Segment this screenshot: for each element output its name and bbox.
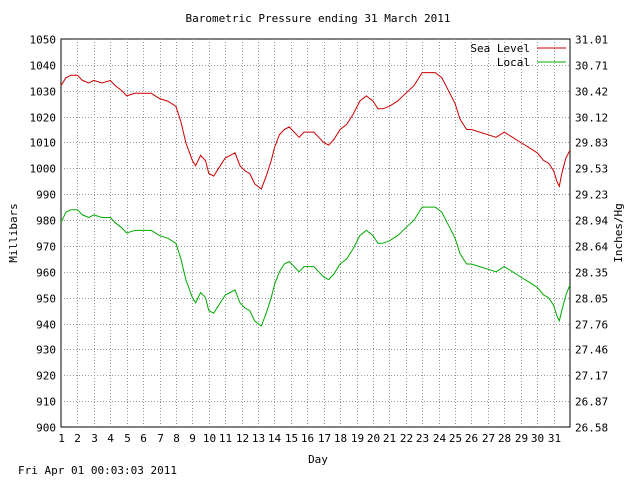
y-tick-label-left: 990 bbox=[36, 189, 56, 202]
y-tick-label-left: 900 bbox=[36, 422, 56, 435]
x-tick-label: 28 bbox=[498, 432, 511, 445]
y-tick-label-left: 930 bbox=[36, 344, 56, 357]
x-tick-label: 19 bbox=[351, 432, 364, 445]
grid bbox=[61, 39, 570, 427]
x-tick-label: 18 bbox=[334, 432, 347, 445]
x-tick-label: 9 bbox=[189, 432, 196, 445]
y-tick-label-right: 28.64 bbox=[575, 241, 608, 254]
x-tick-label: 22 bbox=[400, 432, 413, 445]
x-tick-label: 10 bbox=[203, 432, 216, 445]
x-tick-label: 24 bbox=[433, 432, 447, 445]
legend-label-sea-level: Sea Level bbox=[470, 42, 530, 55]
y-tick-label-right: 29.53 bbox=[575, 163, 608, 176]
series-line-local bbox=[60, 206, 571, 327]
x-tick-label: 20 bbox=[367, 432, 380, 445]
y-ticks-right: 31.01 30.71 30.42 30.12 29.83 29.53 29.23 28.94… bbox=[575, 34, 608, 435]
y-ticks-left: 1050 1040 1030 1020 1010 1000 990 980 970 960 950 9… bbox=[30, 34, 57, 435]
series-line-sea-level bbox=[60, 72, 571, 190]
x-tick-label: 26 bbox=[465, 432, 478, 445]
y-tick-label-left: 1030 bbox=[30, 86, 57, 99]
legend: Sea Level Local bbox=[470, 42, 566, 69]
y-tick-label-right: 29.23 bbox=[575, 189, 608, 202]
x-tick-label: 23 bbox=[416, 432, 429, 445]
y-tick-label-right: 30.12 bbox=[575, 112, 608, 125]
y-tick-label-right: 28.35 bbox=[575, 267, 608, 280]
y-tick-label-left: 980 bbox=[36, 215, 56, 228]
y-tick-label-right: 31.01 bbox=[575, 34, 608, 47]
x-ticks: 1 2 3 4 5 6 7 8 9 10 11 12 13 14 15 16 17 18 19 20 21 22 23 24 2… bbox=[58, 432, 561, 445]
x-tick-label: 4 bbox=[107, 432, 114, 445]
x-tick-label: 16 bbox=[301, 432, 314, 445]
chart-title: Barometric Pressure ending 31 March 2011 bbox=[186, 12, 451, 25]
x-tick-label: 1 bbox=[58, 432, 65, 445]
y-axis-label-right: Inches/Hg bbox=[612, 203, 625, 263]
y-tick-label-left: 910 bbox=[36, 396, 56, 409]
y-tick-label-left: 1000 bbox=[30, 163, 57, 176]
y-tick-label-left: 920 bbox=[36, 370, 56, 383]
x-tick-label: 3 bbox=[91, 432, 98, 445]
y-tick-label-left: 970 bbox=[36, 241, 56, 254]
x-tick-label: 5 bbox=[124, 432, 131, 445]
x-tick-label: 7 bbox=[157, 432, 164, 445]
y-tick-label-right: 26.87 bbox=[575, 396, 608, 409]
x-tick-label: 17 bbox=[318, 432, 331, 445]
y-tick-label-left: 1040 bbox=[30, 60, 57, 73]
x-tick-label: 13 bbox=[252, 432, 265, 445]
y-tick-label-right: 28.94 bbox=[575, 215, 608, 228]
x-tick-label: 12 bbox=[236, 432, 249, 445]
x-tick-label: 31 bbox=[548, 432, 561, 445]
y-tick-label-left: 1010 bbox=[30, 137, 57, 150]
plot-area bbox=[60, 38, 571, 428]
x-tick-label: 27 bbox=[482, 432, 495, 445]
x-tick-label: 14 bbox=[268, 432, 282, 445]
x-tick-label: 11 bbox=[219, 432, 232, 445]
x-axis-label: Day bbox=[308, 453, 328, 466]
y-tick-label-right: 29.83 bbox=[575, 137, 608, 150]
x-tick-label: 30 bbox=[531, 432, 544, 445]
legend-label-local: Local bbox=[497, 56, 530, 69]
timestamp-footer: Fri Apr 01 00:03:03 2011 bbox=[18, 464, 177, 477]
x-tick-label: 8 bbox=[173, 432, 180, 445]
series-lines bbox=[60, 72, 571, 327]
y-tick-label-left: 950 bbox=[36, 293, 56, 306]
y-tick-label-right: 30.71 bbox=[575, 60, 608, 73]
y-tick-label-left: 1020 bbox=[30, 112, 57, 125]
y-tick-label-right: 27.76 bbox=[575, 319, 608, 332]
y-tick-label-left: 960 bbox=[36, 267, 56, 280]
y-tick-label-left: 1050 bbox=[30, 34, 57, 47]
x-tick-label: 25 bbox=[449, 432, 462, 445]
x-tick-label: 2 bbox=[74, 432, 81, 445]
y-tick-label-right: 28.05 bbox=[575, 293, 608, 306]
y-axis-label-left: Millibars bbox=[7, 203, 20, 263]
y-tick-label-right: 30.42 bbox=[575, 86, 608, 99]
y-tick-label-right: 26.58 bbox=[575, 422, 608, 435]
y-tick-label-right: 27.17 bbox=[575, 370, 608, 383]
y-tick-label-right: 27.46 bbox=[575, 344, 608, 357]
x-tick-label: 21 bbox=[383, 432, 396, 445]
y-tick-label-left: 940 bbox=[36, 319, 56, 332]
x-tick-label: 6 bbox=[140, 432, 147, 445]
x-tick-label: 15 bbox=[285, 432, 298, 445]
x-tick-label: 29 bbox=[515, 432, 528, 445]
